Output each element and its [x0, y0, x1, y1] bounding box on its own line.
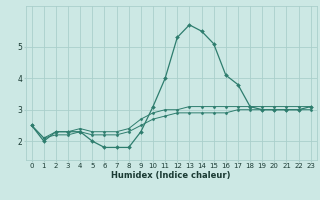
X-axis label: Humidex (Indice chaleur): Humidex (Indice chaleur) [111, 171, 231, 180]
